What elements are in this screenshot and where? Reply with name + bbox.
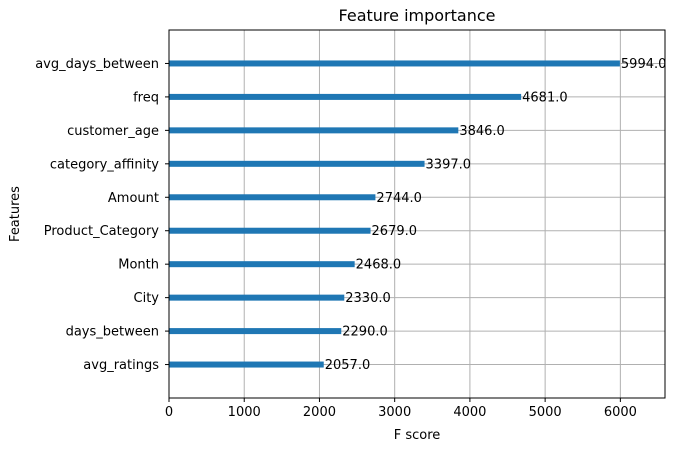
bar [169,160,425,167]
bar [169,328,342,335]
bar [169,60,620,67]
bar [169,127,459,134]
y-tick-label: Product_Category [44,224,160,239]
y-tick-label: City [134,291,160,306]
y-tick-label: Amount [108,191,159,206]
data-label: 3846.0 [459,124,505,139]
bar [169,227,371,234]
data-label: 2290.0 [342,325,388,340]
x-tick-label: 3000 [378,405,411,420]
plot-frame [168,29,666,399]
data-label: 2679.0 [372,224,418,239]
x-tick-label: 1000 [228,405,261,420]
x-tick-label: 5000 [529,405,562,420]
x-tick-label: 2000 [303,405,336,420]
chart-title: Feature importance [339,6,496,25]
data-label: 2468.0 [356,258,402,273]
data-label: 3397.0 [426,157,472,172]
y-tick-label: avg_ratings [83,358,159,373]
data-label: 5994.0 [621,57,667,72]
grid-layer [168,30,665,398]
y-tick-label: days_between [66,325,159,340]
x-tick-label: 6000 [604,405,637,420]
y-tick-label: customer_age [67,124,159,139]
data-label: 2330.0 [345,291,391,306]
data-label: 2057.0 [325,358,371,373]
bar [169,194,376,201]
x-axis-label: F score [394,428,441,443]
data-label: 4681.0 [522,90,568,105]
bar-layer [169,60,620,368]
bar [169,294,345,301]
bar [169,93,522,100]
x-tick-label: 4000 [453,405,486,420]
tick-layer: 0 1000 2000 3000 4000 5000 6000 avg_ratings days… [35,57,637,420]
data-label: 2744.0 [376,191,422,206]
bar [169,361,324,368]
x-tick-label: 0 [165,405,173,420]
y-tick-label: category_affinity [50,157,159,172]
bar [169,261,355,268]
y-tick-label: avg_days_between [35,57,159,72]
y-tick-label: Month [118,258,159,273]
y-tick-label: freq [133,90,159,105]
label-layer: 2057.0 2290.0 2330.0 2468.0 2679.0 2744.0 3397… [325,57,667,373]
y-axis-label: Features [8,186,23,242]
